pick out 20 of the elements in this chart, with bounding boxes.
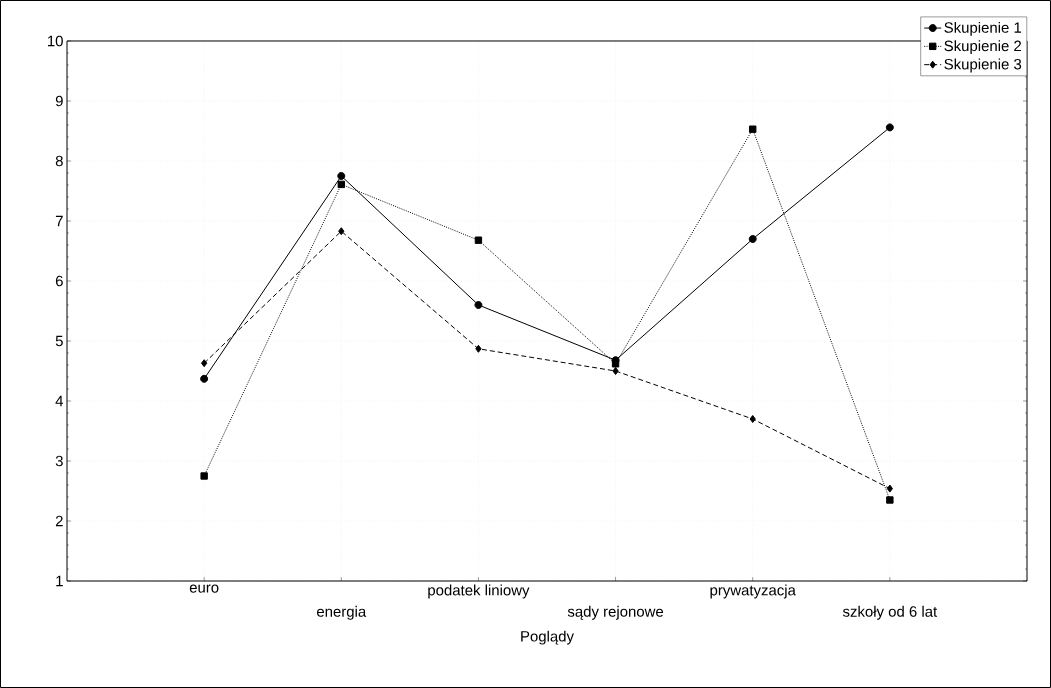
y-tick-label: 5 [55,335,63,347]
y-tick-label: 1 [56,575,63,587]
x-tick-label: euro [189,584,219,593]
y-tick-label: 6 [55,275,63,287]
y-tick-label: 8 [55,155,63,167]
x-tick-label: sądy rejonowe [567,605,664,620]
y-tick-label: 2 [55,515,63,527]
x-tick-label: energia [317,605,367,620]
x-axis-title: Poglądy [521,630,574,645]
y-tick-label: 7 [55,215,63,227]
y-tick-label: 10 [48,35,63,47]
y-tick-label: 3 [55,455,63,467]
y-tick-label: 9 [55,95,63,107]
legend-label: Skupienie 2 [944,40,1022,55]
x-tick-label: szkoły od 6 lat [842,605,938,620]
y-tick-label: 4 [55,395,64,407]
legend-label: Skupienie 3 [944,58,1022,73]
x-tick-label: podatek liniowy [428,584,530,599]
legend-label: Skupienie 1 [944,21,1022,36]
x-tick-label: prywatyzacja [710,584,796,599]
